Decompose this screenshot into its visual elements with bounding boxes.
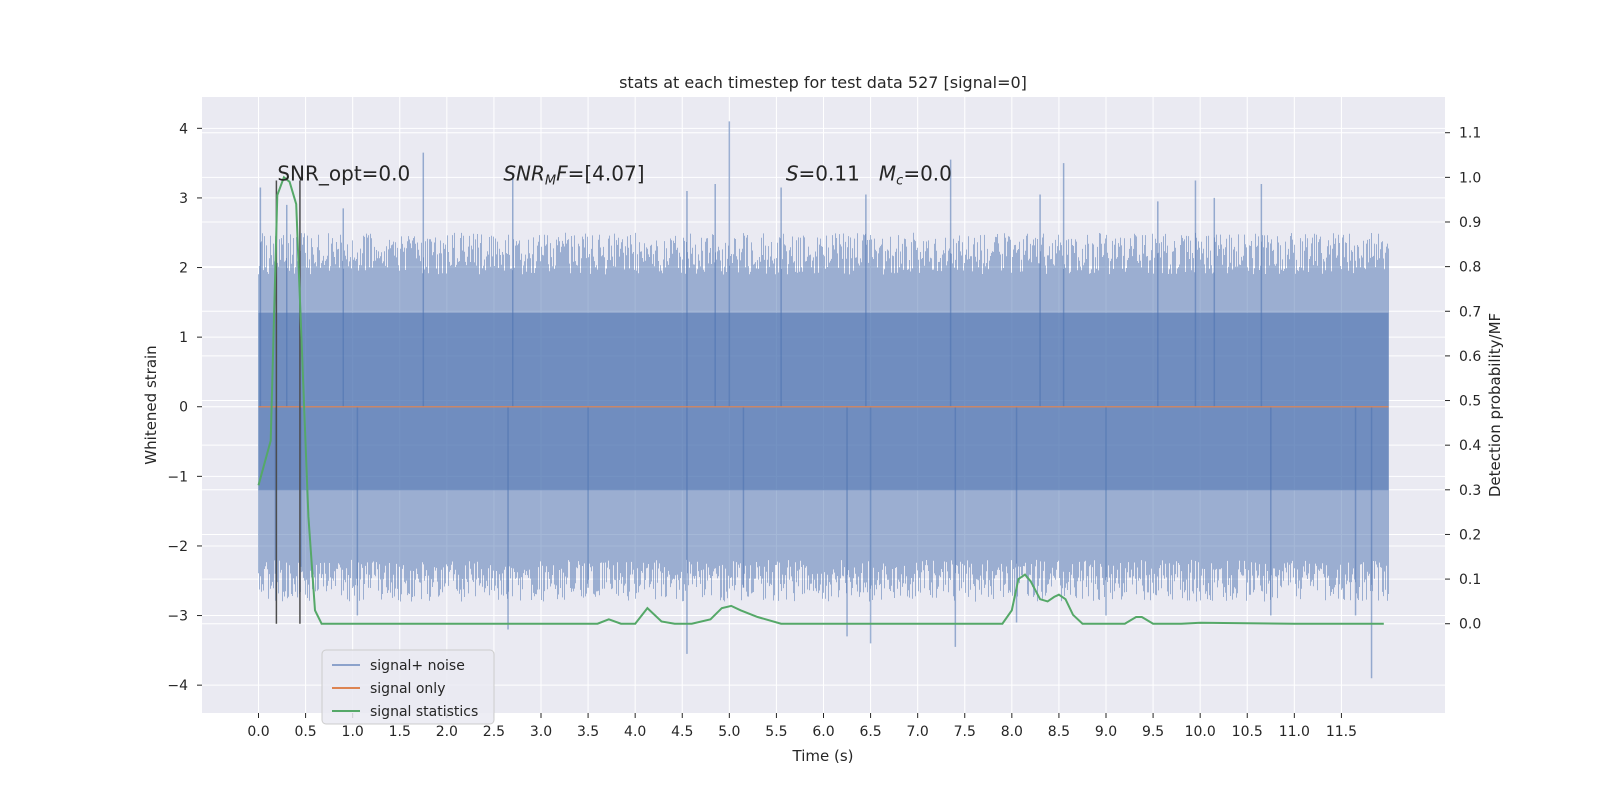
y-right-tick-label: 0.4	[1459, 438, 1481, 454]
legend-label: signal+ noise	[370, 658, 465, 674]
x-tick-label: 6.0	[812, 724, 834, 740]
x-tick-label: 1.0	[342, 724, 364, 740]
y-axis-right: 1.1 1.0 0.9 0.8 0.7 0.6 0.5 0.4 0.3 0.2 0.1 0.0	[1445, 126, 1481, 633]
y-right-tick-label: 0.2	[1459, 527, 1481, 543]
x-tick-label: 0.0	[247, 724, 269, 740]
legend: signal+ noise signal only signal statistic…	[321, 649, 495, 725]
x-tick-label: 3.5	[577, 724, 599, 740]
y-right-tick-label: 0.3	[1459, 483, 1481, 499]
y-tick-label: 2	[179, 261, 188, 277]
signal-statistics-line	[257, 175, 1384, 625]
legend-label: signal only	[370, 681, 445, 697]
x-tick-label: 4.5	[671, 724, 693, 740]
x-axis-label: Time (s)	[792, 747, 854, 765]
annotation-snr-mf: SNRMF=[4.07]	[503, 162, 644, 189]
x-tick-label: 11.5	[1326, 724, 1357, 740]
x-tick-label: 3.0	[530, 724, 552, 740]
y-right-tick-label: 0.9	[1459, 215, 1481, 231]
x-tick-label: 4.0	[624, 724, 646, 740]
y-right-tick-label: 0.7	[1459, 304, 1481, 320]
x-tick-label: 6.5	[859, 724, 881, 740]
x-tick-label: 7.5	[954, 724, 976, 740]
annotation-s-mc: S=0.11 Mc=0.0	[786, 162, 952, 189]
x-tick-label: 10.0	[1185, 724, 1216, 740]
y-tick-label: 4	[179, 121, 188, 137]
annotation-snr-opt: SNR_opt=0.0	[277, 162, 410, 186]
y-right-tick-label: 0.8	[1459, 260, 1481, 276]
y-axis-label: Whitened strain	[142, 345, 160, 464]
y-axis-left: 4 3 2 1 0 −1 −2 −3 −4	[167, 121, 202, 694]
x-axis: 0.0 0.5 1.0 1.5 2.0 2.5 3.0 3.5 4.0 4.5 5.0 5.5 6.0 6…	[247, 713, 1357, 740]
x-tick-label: 2.5	[483, 724, 505, 740]
y-tick-label: −1	[167, 469, 188, 485]
series-signal-statistics	[257, 175, 1384, 625]
annotations: SNR_opt=0.0 SNRMF=[4.07] S=0.11 Mc=0.0	[277, 162, 952, 189]
y-tick-label: 3	[179, 191, 188, 207]
y-right-tick-label: 0.1	[1459, 572, 1481, 588]
x-tick-label: 10.5	[1232, 724, 1263, 740]
y-tick-label: 1	[179, 330, 188, 346]
legend-label: signal statistics	[370, 704, 478, 720]
y-tick-label: 0	[179, 400, 188, 416]
x-tick-label: 8.5	[1048, 724, 1070, 740]
x-tick-label: 0.5	[294, 724, 316, 740]
x-tick-label: 7.0	[907, 724, 929, 740]
y-right-tick-label: 0.5	[1459, 394, 1481, 410]
x-tick-label: 9.5	[1142, 724, 1164, 740]
y-tick-label: −2	[167, 539, 188, 555]
y-right-tick-label: 0.0	[1459, 617, 1481, 633]
y-tick-label: −4	[167, 678, 188, 694]
legend-box	[321, 649, 495, 725]
x-tick-label: 11.0	[1279, 724, 1310, 740]
y-axis-right-label: Detection probability/MF	[1486, 313, 1504, 497]
y-tick-label: −3	[167, 609, 188, 625]
noise-waveform	[258, 232, 1389, 602]
series-signal-noise	[258, 121, 1389, 679]
x-tick-label: 5.5	[765, 724, 787, 740]
chart-title: stats at each timestep for test data 527…	[619, 73, 1027, 92]
y-right-tick-label: 1.0	[1459, 170, 1481, 186]
x-tick-label: 9.0	[1095, 724, 1117, 740]
y-right-tick-label: 0.6	[1459, 349, 1481, 365]
x-tick-label: 8.0	[1001, 724, 1023, 740]
x-tick-label: 2.0	[436, 724, 458, 740]
y-right-tick-label: 1.1	[1459, 126, 1481, 142]
x-tick-label: 5.0	[718, 724, 740, 740]
x-tick-label: 1.5	[389, 724, 411, 740]
